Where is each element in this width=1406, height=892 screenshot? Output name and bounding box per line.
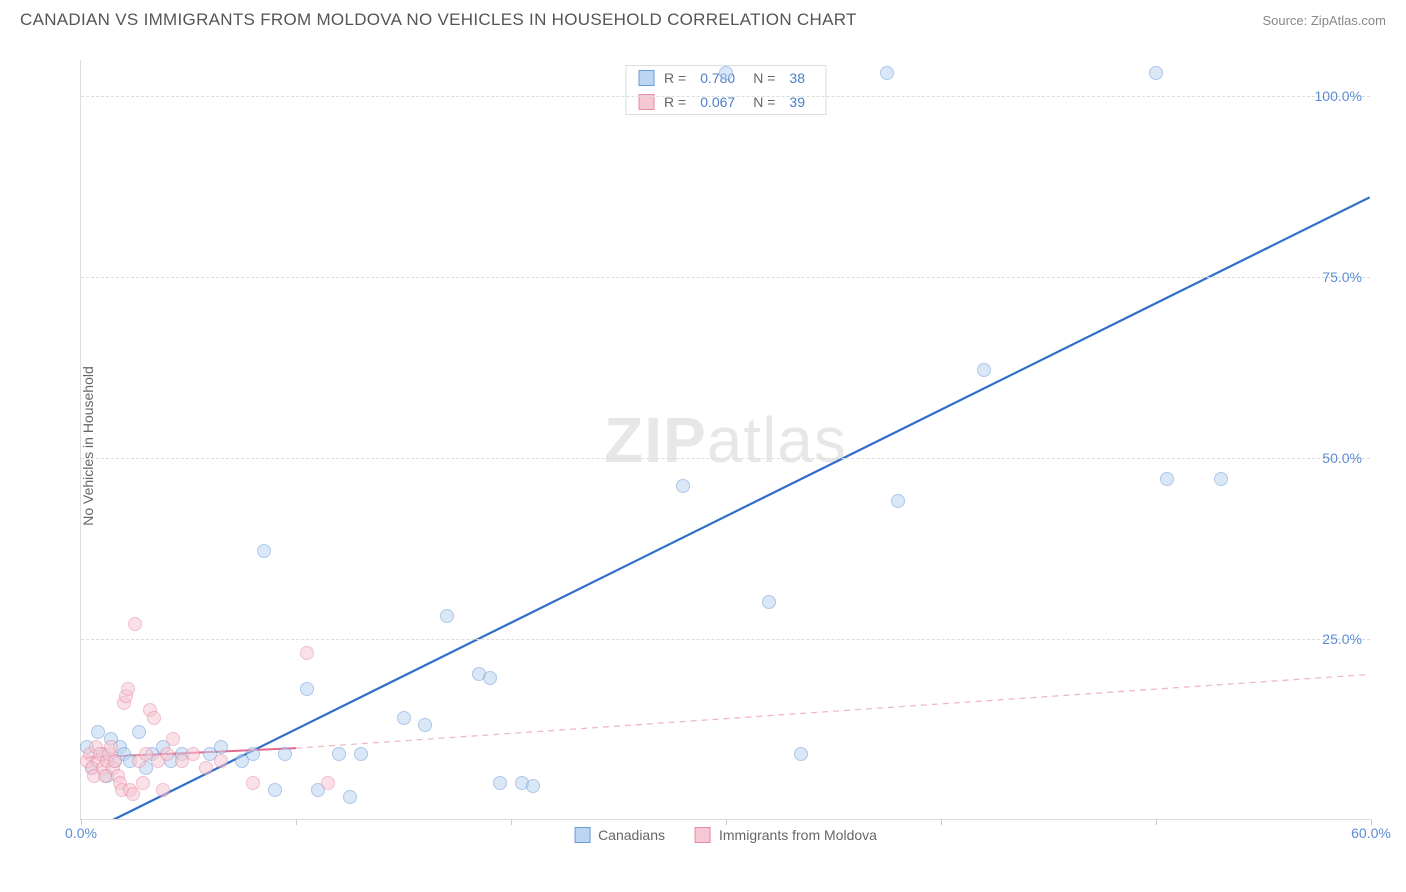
x-tick-label: 60.0%	[1351, 825, 1391, 841]
y-tick-label: 50.0%	[1322, 450, 1362, 466]
data-point	[268, 783, 282, 797]
data-point	[126, 787, 140, 801]
data-point	[526, 779, 540, 793]
x-tick	[941, 819, 942, 825]
gridline	[81, 458, 1370, 459]
x-tick	[726, 819, 727, 825]
data-point	[1214, 472, 1228, 486]
data-point	[977, 363, 991, 377]
gridline	[81, 96, 1370, 97]
data-point	[246, 747, 260, 761]
data-point	[246, 776, 260, 790]
data-point	[440, 609, 454, 623]
source-prefix: Source:	[1262, 13, 1310, 28]
watermark-light: atlas	[707, 404, 847, 476]
data-point	[354, 747, 368, 761]
data-point	[343, 790, 357, 804]
gridline	[81, 277, 1370, 278]
plot-region: ZIPatlas R = 0.780 N = 38 R = 0.067 N = …	[80, 60, 1370, 820]
data-point	[147, 711, 161, 725]
data-point	[300, 646, 314, 660]
data-point	[794, 747, 808, 761]
data-point	[199, 761, 213, 775]
data-point	[128, 617, 142, 631]
legend: Canadians Immigrants from Moldova	[574, 827, 877, 843]
data-point	[278, 747, 292, 761]
chart-title: CANADIAN VS IMMIGRANTS FROM MOLDOVA NO V…	[20, 10, 857, 30]
data-point	[214, 754, 228, 768]
chart-area: ZIPatlas R = 0.780 N = 38 R = 0.067 N = …	[50, 60, 1380, 850]
data-point	[214, 740, 228, 754]
watermark: ZIPatlas	[604, 403, 847, 477]
data-point	[139, 747, 153, 761]
correlation-row-1: R = 0.067 N = 39	[626, 90, 825, 114]
watermark-bold: ZIP	[604, 404, 707, 476]
data-point	[108, 754, 122, 768]
data-point	[136, 776, 150, 790]
data-point	[719, 66, 733, 80]
y-tick-label: 75.0%	[1322, 269, 1362, 285]
legend-label: Immigrants from Moldova	[719, 827, 877, 843]
data-point	[91, 725, 105, 739]
swatch-icon	[638, 70, 654, 86]
legend-item-1: Immigrants from Moldova	[695, 827, 877, 843]
data-point	[156, 783, 170, 797]
data-point	[676, 479, 690, 493]
trend-lines	[81, 60, 1370, 819]
y-tick-label: 100.0%	[1315, 88, 1362, 104]
x-tick	[511, 819, 512, 825]
data-point	[257, 544, 271, 558]
r-label: R =	[664, 70, 686, 86]
header: CANADIAN VS IMMIGRANTS FROM MOLDOVA NO V…	[0, 0, 1406, 35]
data-point	[160, 747, 174, 761]
swatch-icon	[695, 827, 711, 843]
y-tick-label: 25.0%	[1322, 631, 1362, 647]
data-point	[321, 776, 335, 790]
source-link[interactable]: ZipAtlas.com	[1311, 13, 1386, 28]
n-value: 38	[789, 70, 805, 86]
data-point	[186, 747, 200, 761]
data-point	[166, 732, 180, 746]
legend-item-0: Canadians	[574, 827, 665, 843]
data-point	[418, 718, 432, 732]
data-point	[1149, 66, 1163, 80]
source-attribution: Source: ZipAtlas.com	[1262, 13, 1386, 28]
data-point	[132, 725, 146, 739]
data-point	[880, 66, 894, 80]
data-point	[891, 494, 905, 508]
x-tick	[296, 819, 297, 825]
data-point	[493, 776, 507, 790]
swatch-icon	[574, 827, 590, 843]
data-point	[397, 711, 411, 725]
data-point	[300, 682, 314, 696]
x-tick-label: 0.0%	[65, 825, 97, 841]
data-point	[1160, 472, 1174, 486]
x-tick	[1156, 819, 1157, 825]
n-label: N =	[753, 70, 775, 86]
data-point	[332, 747, 346, 761]
data-point	[104, 740, 118, 754]
legend-label: Canadians	[598, 827, 665, 843]
data-point	[483, 671, 497, 685]
gridline	[81, 639, 1370, 640]
data-point	[121, 682, 135, 696]
data-point	[762, 595, 776, 609]
